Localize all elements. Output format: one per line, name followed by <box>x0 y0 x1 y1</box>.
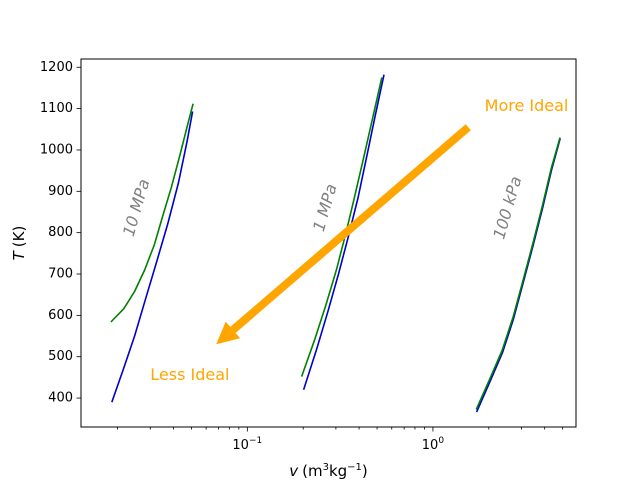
x-tick-label-base: 10 <box>422 438 439 453</box>
x-axis-ticks: 10−1 100 <box>117 427 564 453</box>
series-layer <box>110 74 561 413</box>
y-tick-label: 900 <box>48 184 73 199</box>
y-axis-ticks: 400 500 600 700 800 900 1000 1100 1200 <box>40 60 81 406</box>
plot-area-frame <box>80 58 577 428</box>
y-axis-label-units: (K) <box>10 226 28 248</box>
y-axis-label: T(K) <box>10 226 28 261</box>
x-tick-label: 100 <box>422 436 445 453</box>
x-tick-label-base: 10 <box>232 438 249 453</box>
series-line-10-mpa-real <box>110 103 194 323</box>
x-axis-label-units-mid: kg <box>329 462 347 480</box>
y-tick-label: 700 <box>48 267 73 282</box>
y-tick-label: 500 <box>48 349 73 364</box>
x-tick-label-exponent: 0 <box>438 436 444 446</box>
x-axis-label-sup-minus-1: −1 <box>347 462 362 473</box>
y-tick-label: 1000 <box>40 142 73 157</box>
x-tick-label-exponent: −1 <box>249 436 262 446</box>
arrow-shaft <box>230 124 471 333</box>
x-tick-label: 10−1 <box>232 436 262 453</box>
arrow-head <box>216 321 241 345</box>
annotation-less-ideal: Less Ideal <box>150 365 229 384</box>
series-line-10-mpa-ideal <box>111 111 194 403</box>
y-tick-label: 400 <box>48 391 73 406</box>
y-axis-label-variable: T <box>10 249 28 260</box>
x-axis-label-variable: v <box>289 462 299 480</box>
annotation-more-ideal: More Ideal <box>485 96 569 115</box>
annotation-layer: More Ideal Less Ideal <box>150 96 568 384</box>
series-line-1-mpa-ideal <box>302 74 385 391</box>
x-axis-label: v (m3kg−1) <box>289 462 368 480</box>
arrow-layer <box>216 124 471 345</box>
y-tick-label: 1100 <box>40 101 73 116</box>
x-axis-label-units-prefix: (m <box>302 462 322 480</box>
x-axis-label-sup-3: 3 <box>323 462 329 473</box>
x-axis-label-units-suffix: ) <box>362 462 368 480</box>
series-line-100-kpa-real <box>475 137 561 410</box>
y-tick-label: 1200 <box>40 60 73 75</box>
y-tick-label: 600 <box>48 308 73 323</box>
y-tick-label: 800 <box>48 225 73 240</box>
